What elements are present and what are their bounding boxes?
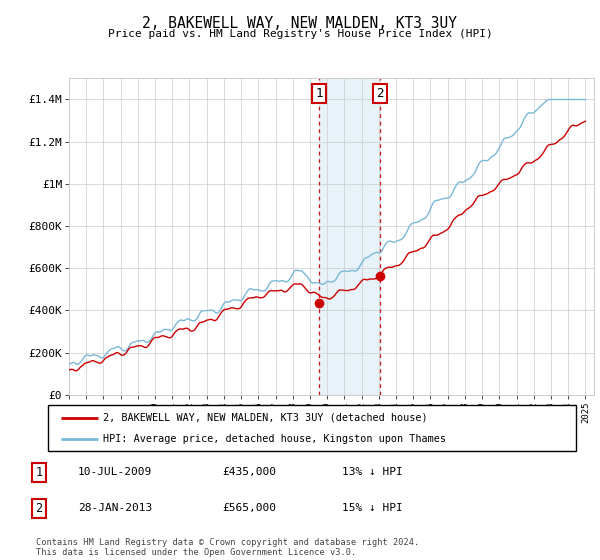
Bar <box>319 78 380 395</box>
Text: 2: 2 <box>35 502 43 515</box>
Text: 2: 2 <box>376 87 384 100</box>
Text: 1: 1 <box>35 465 43 479</box>
Text: 1: 1 <box>316 87 323 100</box>
Text: 2, BAKEWELL WAY, NEW MALDEN, KT3 3UY (detached house): 2, BAKEWELL WAY, NEW MALDEN, KT3 3UY (de… <box>103 413 428 423</box>
Text: 2, BAKEWELL WAY, NEW MALDEN, KT3 3UY: 2, BAKEWELL WAY, NEW MALDEN, KT3 3UY <box>143 16 458 31</box>
Text: 28-JAN-2013: 28-JAN-2013 <box>78 503 152 514</box>
Text: 13% ↓ HPI: 13% ↓ HPI <box>342 467 403 477</box>
Text: £435,000: £435,000 <box>222 467 276 477</box>
Text: Contains HM Land Registry data © Crown copyright and database right 2024.
This d: Contains HM Land Registry data © Crown c… <box>36 538 419 557</box>
Text: Price paid vs. HM Land Registry's House Price Index (HPI): Price paid vs. HM Land Registry's House … <box>107 29 493 39</box>
Text: HPI: Average price, detached house, Kingston upon Thames: HPI: Average price, detached house, King… <box>103 435 446 444</box>
Text: 15% ↓ HPI: 15% ↓ HPI <box>342 503 403 514</box>
Text: £565,000: £565,000 <box>222 503 276 514</box>
FancyBboxPatch shape <box>48 405 576 451</box>
Text: 10-JUL-2009: 10-JUL-2009 <box>78 467 152 477</box>
